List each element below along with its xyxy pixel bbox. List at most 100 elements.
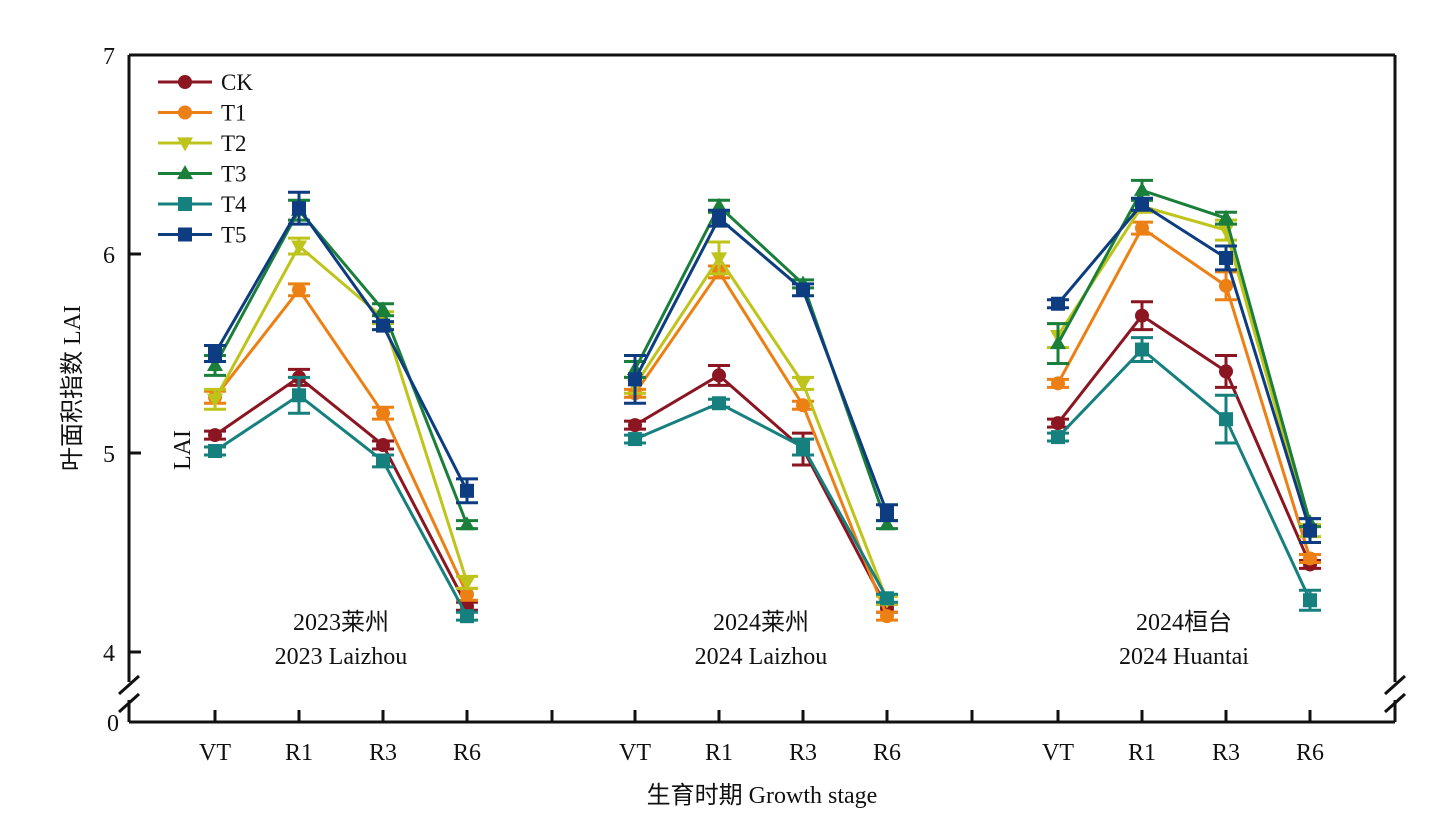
group-2023-laizhou: 2023莱州 2023 Laizhou xyxy=(204,190,478,670)
group-2024-huantai: 2024桓台 2024 Huantai xyxy=(1047,178,1321,670)
data-point xyxy=(1219,278,1233,293)
data-point xyxy=(1219,250,1233,265)
series-t3 xyxy=(624,197,898,531)
legend-label: T2 xyxy=(221,131,247,156)
data-point xyxy=(376,453,390,468)
legend-marker xyxy=(178,105,192,120)
group-2024-laizhou: 2024莱州 2024 Laizhou xyxy=(624,197,898,670)
x-tick-label: R3 xyxy=(789,740,817,766)
series-line xyxy=(1056,204,1312,532)
data-point xyxy=(376,438,390,453)
legend-marker xyxy=(178,227,192,242)
x-tick-label: R6 xyxy=(453,740,481,766)
series-line xyxy=(1056,188,1312,524)
data-point xyxy=(796,398,810,413)
x-tick-label: R6 xyxy=(1296,740,1324,766)
legend-marker xyxy=(178,75,192,89)
legend-item-t2: T2 xyxy=(158,131,247,156)
data-point xyxy=(292,282,306,297)
y-axis-label: 叶面积指数 LAI xyxy=(59,305,86,471)
series-line xyxy=(213,205,469,492)
y-axis-inner-label: LAI xyxy=(170,430,196,470)
data-point xyxy=(796,440,810,455)
x-tick-label: R1 xyxy=(705,740,733,766)
series-t4 xyxy=(1047,336,1321,612)
data-point xyxy=(292,388,306,403)
series-line xyxy=(634,401,889,599)
data-point xyxy=(1303,593,1317,608)
data-point xyxy=(458,576,476,591)
data-point xyxy=(206,357,224,372)
series-t1 xyxy=(1047,220,1321,566)
data-point xyxy=(710,197,728,212)
x-tick-label: VT xyxy=(199,740,231,766)
group-label-cn: 2024桓台 xyxy=(1136,609,1232,636)
y-tick-label: 6 xyxy=(103,243,115,269)
data-point xyxy=(208,428,222,443)
data-point xyxy=(1051,376,1065,391)
group-label-en: 2024 Laizhou xyxy=(695,644,828,670)
axis-break-mark xyxy=(117,692,141,714)
legend-item-t5: T5 xyxy=(158,223,247,248)
x-tick-label: R1 xyxy=(285,740,313,766)
data-point xyxy=(628,372,642,387)
series-ck xyxy=(624,363,898,616)
series-line xyxy=(213,243,469,583)
data-point xyxy=(208,346,222,361)
data-point xyxy=(1135,221,1149,236)
group-label-cn: 2023莱州 xyxy=(293,609,389,636)
data-point xyxy=(1219,412,1233,427)
legend-marker xyxy=(178,197,192,211)
legend-item-t3: T3 xyxy=(158,162,247,187)
series-line xyxy=(633,255,889,601)
series-t5 xyxy=(624,208,898,523)
legend-item-t4: T4 xyxy=(158,192,247,217)
series-line xyxy=(213,287,469,595)
series-line xyxy=(1056,313,1312,566)
data-point xyxy=(796,282,810,297)
series-t4 xyxy=(204,375,478,624)
data-point xyxy=(1135,197,1149,212)
data-point xyxy=(880,505,894,520)
data-point xyxy=(206,393,224,408)
data-point xyxy=(1051,296,1065,311)
x-tick-label: VT xyxy=(1042,740,1074,766)
data-point xyxy=(208,444,222,459)
series-t2 xyxy=(1047,198,1321,540)
series-line xyxy=(634,373,889,609)
data-point xyxy=(710,252,728,267)
y-tick-label: 4 xyxy=(103,641,115,667)
series-line xyxy=(1056,202,1312,532)
data-point xyxy=(880,609,894,624)
x-axis-label: 生育时期 Growth stage xyxy=(647,782,878,809)
series-line xyxy=(633,269,889,617)
data-point xyxy=(1133,181,1151,196)
legend-marker xyxy=(176,137,194,152)
series-t5 xyxy=(204,190,478,505)
series-line xyxy=(213,207,469,526)
legend-item-t1: T1 xyxy=(158,101,247,126)
series-line xyxy=(214,375,469,607)
data-point xyxy=(712,211,726,226)
data-point xyxy=(880,591,894,606)
x-tick-label: VT xyxy=(619,740,651,766)
data-point xyxy=(1049,335,1067,350)
data-point xyxy=(1217,209,1235,224)
legend-label: T5 xyxy=(221,223,247,248)
x-tick-label: R6 xyxy=(873,740,901,766)
y-tick-label-zero: 0 xyxy=(107,711,119,737)
legend-label: T3 xyxy=(221,162,247,187)
data-point xyxy=(1135,308,1149,323)
data-point xyxy=(712,368,726,383)
data-point xyxy=(460,483,474,498)
data-point xyxy=(628,418,642,433)
data-point xyxy=(460,587,474,602)
series-t1 xyxy=(204,282,478,602)
axes: 4 5 6 7 0 VT R1 R3 R6 VT R1 R3 R6 VT R1 R3 R6 xyxy=(103,44,1407,766)
series-ck xyxy=(1047,300,1321,572)
data-point xyxy=(458,516,476,531)
legend-item-ck: CK xyxy=(158,70,253,95)
series-t5 xyxy=(1047,196,1321,545)
